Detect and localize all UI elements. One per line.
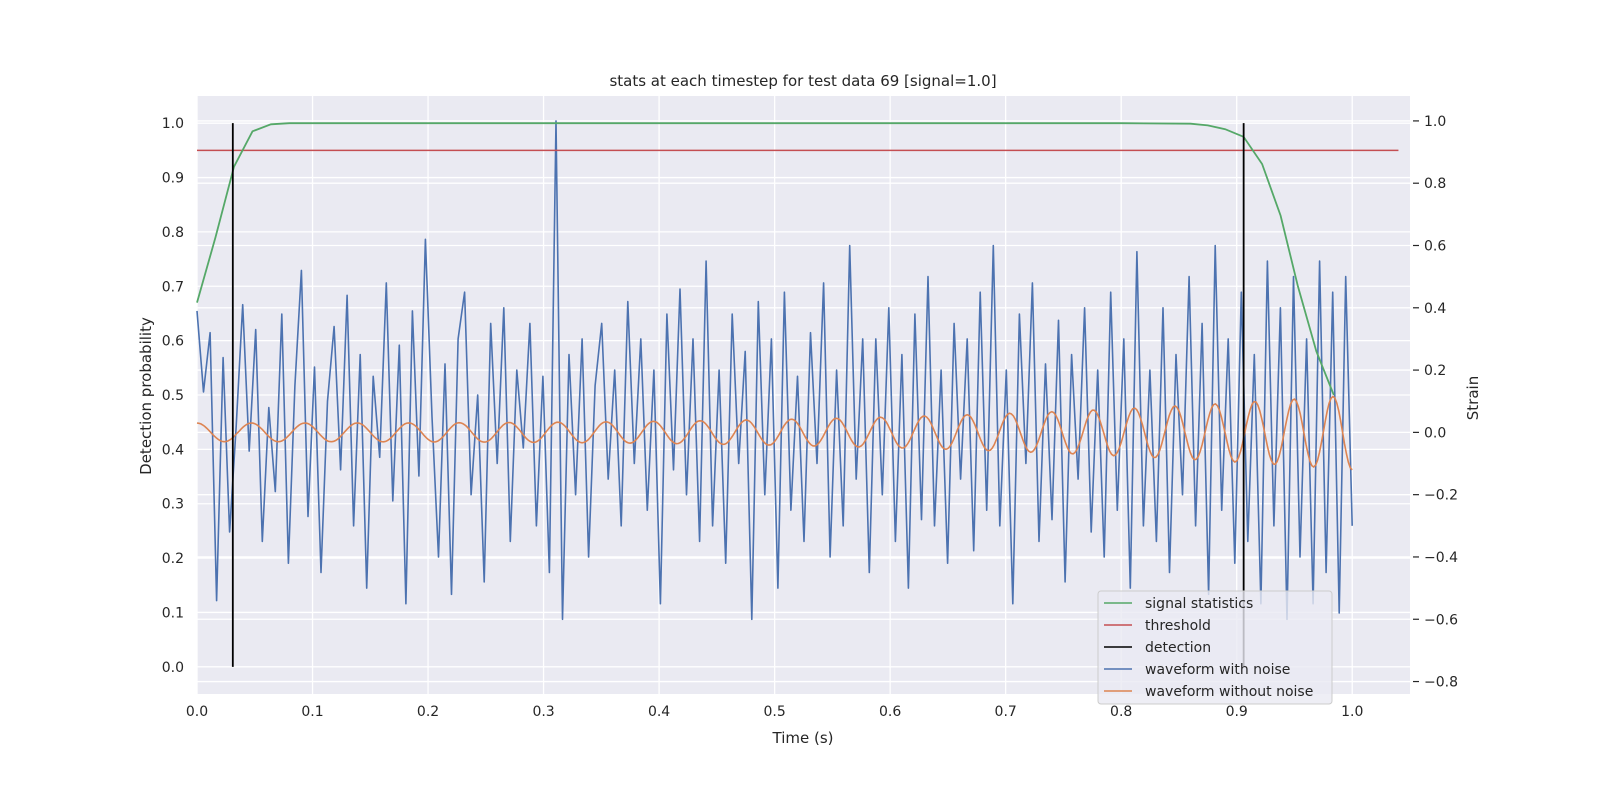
waveform-without-noise-line [196, 395, 1353, 471]
legend: signal statistics threshold detection wa… [1097, 590, 1333, 705]
x-axis: 0.0 0.1 0.2 0.3 0.4 0.5 0.6 0.7 0.8 0.9 1.0 [186, 704, 1364, 720]
legend-label: signal statistics [1145, 596, 1253, 612]
y2-axis-title: Strain [1464, 376, 1482, 420]
y-tick-label: 0.9 [162, 171, 184, 187]
y-tick-label: 0.0 [162, 660, 184, 676]
legend-box [1097, 590, 1333, 705]
y-tick-label: 0.5 [162, 388, 184, 404]
y2-tick-label: 0.0 [1424, 425, 1446, 441]
x-tick-label: 0.3 [532, 704, 554, 720]
legend-label: threshold [1145, 618, 1211, 634]
y-tick-label: 0.2 [162, 551, 184, 567]
y-tick-label: 0.1 [162, 605, 184, 621]
x-tick-label: 0.1 [301, 704, 323, 720]
x-tick-label: 1.0 [1341, 704, 1363, 720]
legend-label: waveform with noise [1145, 662, 1290, 678]
y-axis-right: −0.8 −0.6 −0.4 −0.2 0.0 0.2 0.4 0.6 0.8 1.0 [1413, 114, 1458, 691]
y-tick-label: 0.7 [162, 279, 184, 295]
y-tick-label: 0.3 [162, 497, 184, 513]
legend-item-detection: detection [1104, 640, 1211, 656]
legend-item-threshold: threshold [1104, 618, 1211, 634]
y-tick-label: 0.6 [162, 334, 184, 350]
x-tick-label: 0.8 [1110, 704, 1132, 720]
y2-tick-label: −0.6 [1424, 612, 1458, 628]
waveform-with-noise-line [196, 120, 1353, 621]
x-tick-label: 0.9 [1226, 704, 1248, 720]
x-tick-label: 0.6 [879, 704, 901, 720]
y2-tick-label: −0.2 [1424, 488, 1458, 504]
y-tick-label: 1.0 [162, 116, 184, 132]
x-tick-label: 0.4 [648, 704, 670, 720]
x-tick-label: 0.7 [995, 704, 1017, 720]
legend-item-waveform-without-noise: waveform without noise [1104, 684, 1313, 700]
y2-tick-label: −0.8 [1424, 675, 1458, 691]
y2-tick-label: 0.6 [1424, 239, 1446, 255]
y2-tick-label: −0.4 [1424, 550, 1458, 566]
y-axis-title: Detection probability [137, 317, 155, 475]
legend-label: waveform without noise [1145, 684, 1313, 700]
y2-tick-label: 0.4 [1424, 301, 1446, 317]
signal-statistics-line [196, 122, 1335, 396]
y2-tick-label: 1.0 [1424, 114, 1446, 130]
x-tick-label: 0.2 [417, 704, 439, 720]
x-tick-label: 0.0 [186, 704, 208, 720]
y-tick-label: 0.8 [162, 225, 184, 241]
y-tick-label: 0.4 [162, 442, 184, 458]
y2-tick-label: 0.2 [1424, 363, 1446, 379]
y2-tick-label: 0.8 [1424, 176, 1446, 192]
y-axis-left: 0.0 0.1 0.2 0.3 0.4 0.5 0.6 0.7 0.8 0.9 1.0 [162, 116, 184, 676]
legend-label: detection [1145, 640, 1211, 656]
x-axis-title: Time (s) [772, 729, 834, 747]
legend-item-signal-statistics: signal statistics [1104, 596, 1253, 612]
x-tick-label: 0.5 [763, 704, 785, 720]
legend-item-waveform-with-noise: waveform with noise [1104, 662, 1290, 678]
series-layer [196, 120, 1399, 667]
chart-title: stats at each timestep for test data 69 … [609, 72, 996, 90]
